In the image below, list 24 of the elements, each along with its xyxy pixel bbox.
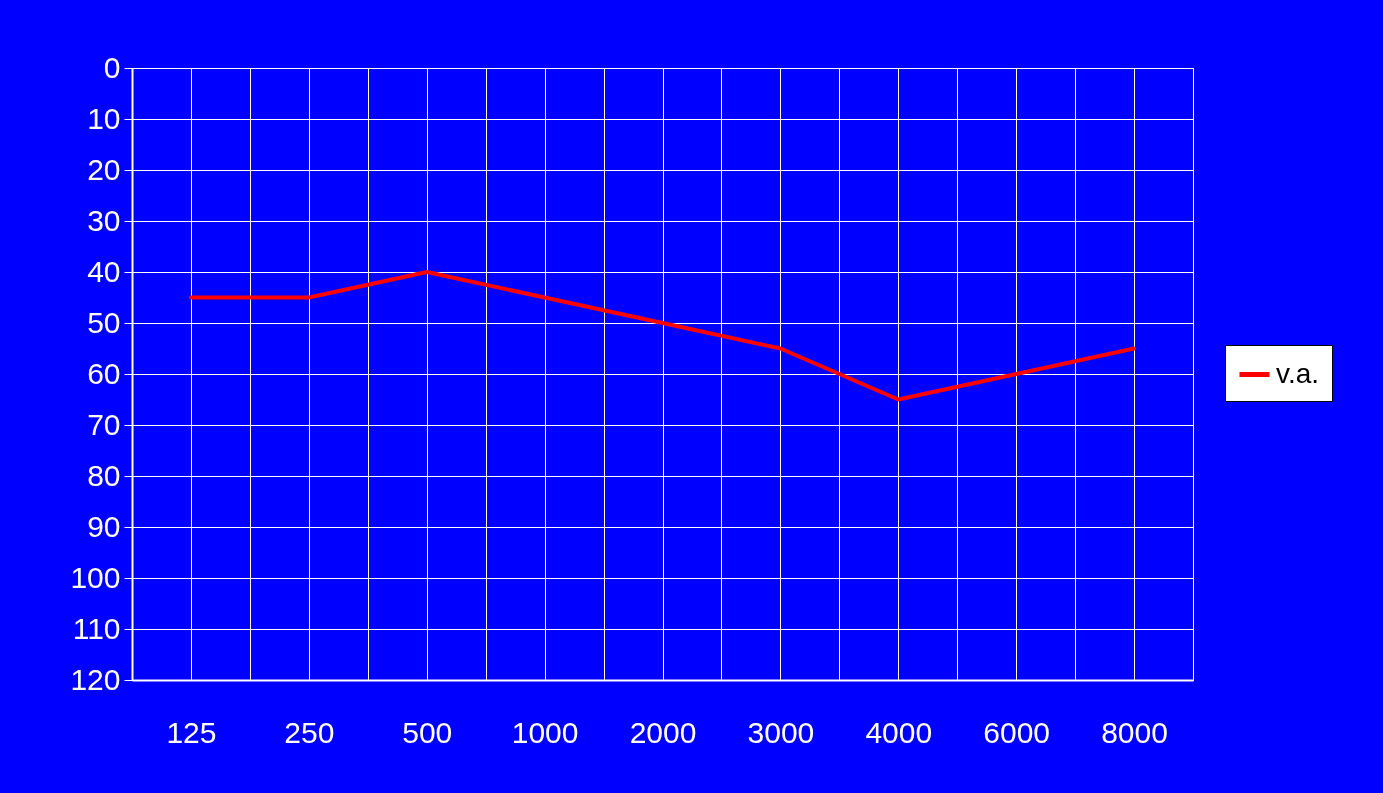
y-tick-label: 70	[87, 407, 121, 441]
y-tick-label: 110	[72, 611, 121, 645]
x-tick-label: 8000	[1101, 715, 1168, 749]
y-tick-label: 120	[70, 662, 121, 696]
y-tick-label: 60	[87, 356, 121, 390]
x-tick-label: 500	[402, 715, 453, 749]
y-tick-label: 80	[87, 458, 121, 492]
y-tick-label: 30	[87, 203, 121, 237]
x-tick-label: 4000	[865, 715, 933, 749]
y-tick-label: 100	[70, 560, 121, 594]
line-series	[188, 270, 1137, 402]
y-tick-label: 0	[103, 50, 121, 84]
y-tick-label: 40	[87, 254, 121, 288]
y-tick-label: 90	[87, 509, 121, 543]
x-tick-label: 1000	[511, 715, 579, 749]
legend-label: v.a.	[1276, 357, 1320, 389]
x-tick-label: 2000	[629, 715, 697, 749]
x-tick-label: 6000	[983, 715, 1051, 749]
x-tick-label: 250	[284, 715, 335, 749]
y-tick-label: 50	[87, 305, 121, 339]
x-tick-label: 125	[166, 715, 217, 749]
x-tick-label: 3000	[747, 715, 815, 749]
y-tick-label: 20	[87, 152, 121, 186]
y-tick-label: 10	[87, 101, 121, 135]
